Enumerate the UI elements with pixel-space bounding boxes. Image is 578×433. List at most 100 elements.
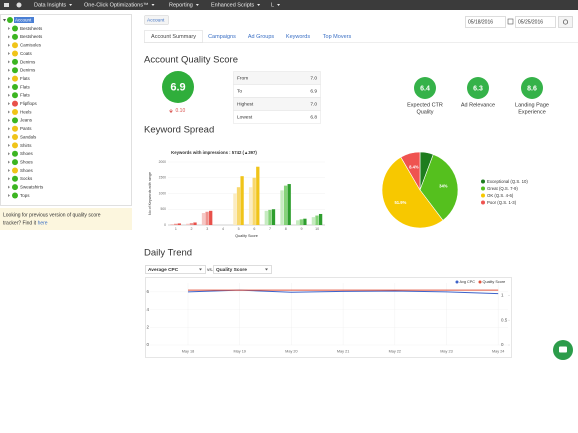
tree-node[interactable]: Shoes bbox=[20, 151, 34, 156]
bar bbox=[209, 210, 213, 225]
status-dot bbox=[12, 184, 18, 191]
metric-value: 8.6 bbox=[527, 85, 537, 92]
tree-node[interactable]: Shoes bbox=[20, 168, 34, 173]
expand-icon bbox=[8, 185, 10, 189]
status-dot bbox=[12, 159, 18, 166]
active-tab bbox=[144, 30, 203, 43]
metric-circle bbox=[467, 77, 489, 99]
tree-node[interactable]: Flipflops bbox=[20, 101, 38, 106]
nav-item[interactable]: Data Insights bbox=[34, 2, 66, 8]
tree-node[interactable]: Jeans bbox=[20, 118, 33, 123]
tree-node[interactable]: Denims bbox=[20, 59, 36, 64]
settings-icon bbox=[16, 2, 22, 8]
tab[interactable]: Ad Groups bbox=[248, 34, 275, 40]
metric-circle bbox=[414, 77, 436, 99]
expand-icon bbox=[8, 27, 10, 30]
tree-node[interactable]: Sandals bbox=[20, 134, 37, 139]
select[interactable] bbox=[145, 265, 206, 274]
y-tick-label: 6 bbox=[146, 289, 149, 294]
x-tick-label: 5 bbox=[238, 227, 240, 231]
legend-dot bbox=[481, 179, 485, 184]
y-tick-label: 2000 bbox=[159, 160, 167, 164]
tree-node[interactable]: Denims bbox=[20, 68, 36, 73]
tree-node[interactable]: Camisoles bbox=[20, 43, 42, 48]
tree-node[interactable]: Coats bbox=[20, 51, 33, 56]
y-tick-label: 2 bbox=[146, 324, 149, 329]
breadcrumb-button bbox=[144, 15, 169, 25]
x-tick-label: May 18 bbox=[182, 350, 194, 354]
y2-tick-label: 1 bbox=[501, 293, 504, 298]
bar bbox=[201, 213, 206, 225]
tab[interactable]: Top Movers bbox=[323, 34, 352, 40]
x-tick-label: May 21 bbox=[337, 350, 349, 354]
metric-label: Landing Page bbox=[515, 102, 549, 108]
legend-dot bbox=[481, 186, 485, 191]
tree-node[interactable]: Flats bbox=[20, 76, 31, 81]
y-tick-label: 0 bbox=[164, 223, 166, 227]
x-tick-label: 9 bbox=[300, 227, 302, 231]
y2-tick-label: 0.5 bbox=[501, 317, 508, 322]
refresh-button[interactable] bbox=[558, 16, 573, 28]
tree-node[interactable]: Shirts bbox=[20, 143, 32, 148]
bar bbox=[303, 218, 307, 225]
tree-node[interactable]: Flats bbox=[20, 84, 31, 89]
row-value: 7.0 bbox=[310, 101, 317, 107]
tree-node[interactable]: Bestsheets bbox=[20, 26, 43, 31]
tree-node[interactable]: Sweatshirts bbox=[20, 185, 44, 190]
status-dot bbox=[12, 58, 18, 65]
bar bbox=[248, 187, 253, 225]
tab[interactable]: Campaigns bbox=[208, 34, 236, 40]
heading: Keyword Spread bbox=[144, 125, 214, 136]
bar bbox=[264, 210, 268, 225]
select[interactable] bbox=[213, 265, 272, 274]
bar bbox=[299, 219, 303, 225]
legend-label: Great (Q.S. 7-9) bbox=[487, 186, 518, 191]
date-to[interactable]: 05/25/2016 bbox=[518, 20, 543, 26]
bar bbox=[280, 190, 284, 225]
breadcrumb[interactable]: Account bbox=[147, 17, 165, 23]
nav-item[interactable]: Reporting bbox=[169, 2, 193, 8]
y-tick-label: 4 bbox=[146, 307, 149, 312]
x-tick-label: 8 bbox=[285, 227, 287, 231]
caret bbox=[265, 268, 268, 271]
status-dot bbox=[12, 75, 18, 82]
metric-label: Experience bbox=[518, 109, 546, 115]
y-axis-label: No of Keywords with range bbox=[148, 172, 152, 215]
y-tick-label: 0 bbox=[146, 342, 149, 347]
expand-icon bbox=[8, 143, 10, 147]
tree-node[interactable]: Bestsheets bbox=[20, 34, 43, 39]
slice-label: 34% bbox=[439, 184, 448, 189]
note-link[interactable]: here bbox=[38, 220, 48, 226]
tree-root[interactable]: Account bbox=[15, 17, 32, 22]
tree-node[interactable]: Shoes bbox=[20, 159, 34, 164]
tab[interactable]: Account Summary bbox=[151, 34, 196, 40]
nav-item[interactable]: L bbox=[271, 2, 274, 8]
select-value: Average CPC bbox=[148, 267, 179, 273]
expand-icon bbox=[8, 177, 10, 181]
expand-icon bbox=[8, 102, 10, 106]
tab[interactable]: Keywords bbox=[286, 34, 310, 40]
home-icon bbox=[4, 3, 9, 7]
nav-item[interactable]: Enhanced Scripts bbox=[211, 2, 254, 8]
slice-label: 51.9% bbox=[394, 200, 406, 205]
status-dot bbox=[12, 134, 18, 141]
date-from[interactable]: 05/18/2016 bbox=[468, 20, 493, 26]
tree-node[interactable]: Heels bbox=[20, 109, 32, 114]
tree-node[interactable]: Flats bbox=[20, 93, 31, 98]
legend-label: Exceptional (Q.S. 10) bbox=[487, 179, 528, 184]
nav-item[interactable]: One-Click Optimizations™ bbox=[84, 2, 149, 8]
bar bbox=[233, 193, 237, 225]
bar bbox=[186, 223, 190, 225]
tree-node[interactable]: Pants bbox=[20, 126, 32, 131]
row-label: To bbox=[237, 88, 242, 94]
bar bbox=[205, 211, 209, 225]
status-dot bbox=[12, 67, 18, 74]
legend-label: OK (Q.S. 4-6) bbox=[487, 193, 514, 198]
date-input bbox=[465, 16, 506, 28]
bar bbox=[287, 184, 291, 225]
tree-node[interactable]: Tops bbox=[20, 193, 30, 198]
row-label: Lowest bbox=[237, 114, 253, 120]
score-circle bbox=[162, 71, 194, 103]
tree-node[interactable]: Socks bbox=[20, 176, 33, 181]
legend-label: Poor (Q.S. 1-3) bbox=[487, 200, 517, 205]
